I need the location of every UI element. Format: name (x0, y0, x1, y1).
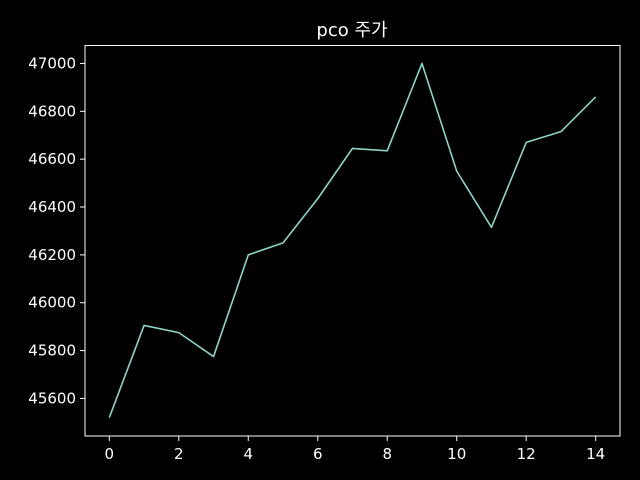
x-tick-label: 12 (517, 445, 536, 463)
y-tick-label: 46000 (28, 294, 76, 312)
x-tick-label: 8 (382, 445, 392, 463)
x-tick-label: 14 (586, 445, 605, 463)
y-tick-label: 46200 (28, 246, 76, 264)
y-tick-label: 45600 (28, 389, 76, 407)
x-tick-label: 2 (174, 445, 184, 463)
y-tick-label: 46600 (28, 150, 76, 168)
y-tick-label: 46400 (28, 198, 76, 216)
y-tick-label: 47000 (28, 54, 76, 72)
x-axis: 0 2 4 6 8 10 12 14 (105, 436, 605, 463)
x-tick-label: 0 (105, 445, 115, 463)
plot-area (108, 62, 597, 418)
y-tick-label: 46800 (28, 102, 76, 120)
x-tick-label: 6 (313, 445, 323, 463)
chart-title: pco 주가 (316, 20, 387, 41)
y-tick-label: 45800 (28, 342, 76, 360)
axes-frame (84, 45, 621, 437)
x-tick-label: 4 (244, 445, 254, 463)
series-line (108, 62, 597, 418)
x-tick-label: 10 (447, 445, 466, 463)
y-axis: 45600 45800 46000 46200 46400 46600 46800 47000 (28, 54, 85, 407)
